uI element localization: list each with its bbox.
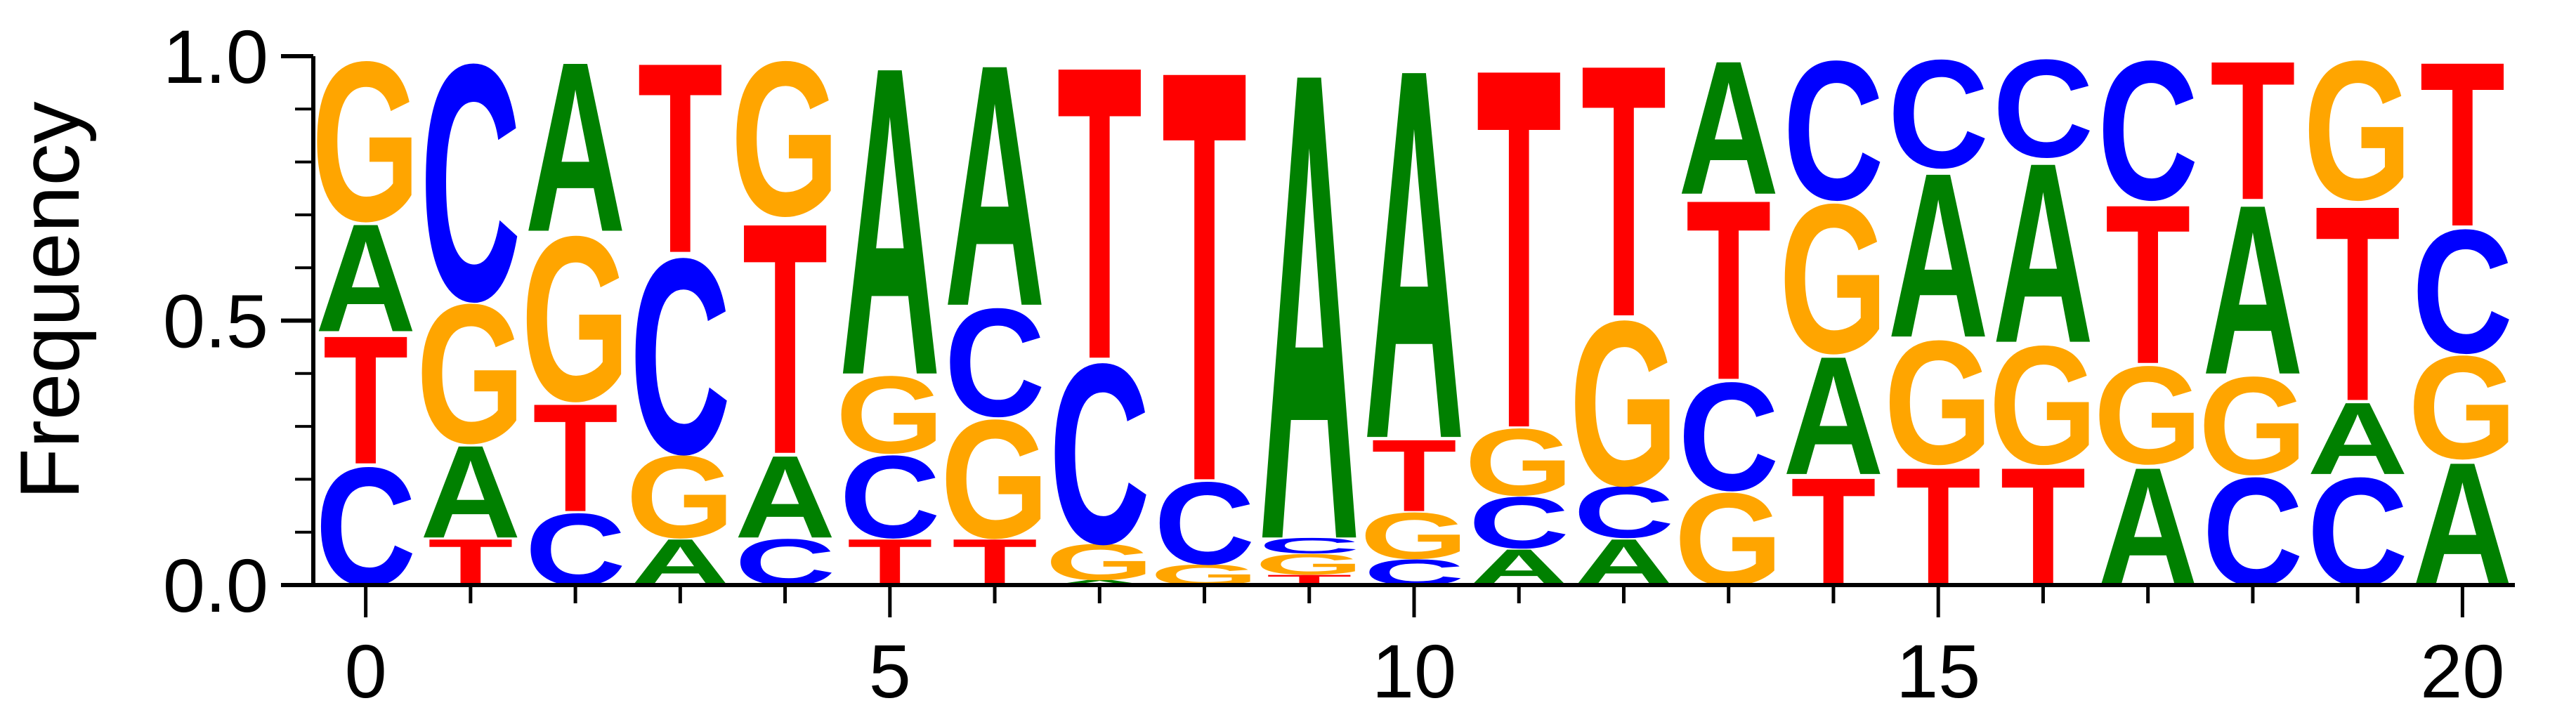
logo-letter-T-pos-3: T [638,6,724,310]
logo-letter-G-pos-16: G [1989,310,2098,499]
logo-letter-T-pos-12: T [1581,0,1667,392]
x-tick-label: 0 [345,629,387,714]
logo-letter-A-pos-10: A [1364,0,1465,549]
logo-letter-G-pos-20: G [2408,326,2517,490]
y-tick-label: 0.0 [163,543,268,628]
logo-letter-C-pos-9: C [1259,534,1360,558]
logo-letter-T-pos-20: T [2420,13,2506,275]
x-tick-label: 15 [1896,629,1980,714]
logo-letter-A-pos-6: A [944,0,1045,379]
logo-letter-T-pos-4: T [743,154,828,523]
logo-letter-C-pos-14: C [1783,20,1884,242]
logo-letter-G-pos-9: G [1255,548,1364,581]
logo-letter-G-pos-15: G [1884,304,1993,501]
logo-letter-A-pos-14: A [1783,321,1884,510]
logo-letter-G-pos-19: G [2303,20,2412,242]
logo-letter-G-pos-17: G [2093,338,2202,494]
logo-letter-G-pos-1: G [416,263,525,485]
logo-letter-T-pos-19: T [2315,147,2400,459]
logo-letter-A-pos-0: A [315,192,417,364]
y-axis-ticks: 0.0 0.5 1.0 [163,14,313,628]
x-axis-ticks: 0 5 10 15 20 [345,585,2504,714]
logo-letter-G-pos-6: G [941,384,1050,573]
logo-letter-G-pos-2: G [521,188,630,450]
logo-letter-A-pos-16: A [1993,110,2094,397]
logo-letter-G-pos-5: G [835,353,944,476]
x-tick-label: 20 [2420,629,2504,714]
logo-letter-C-pos-6: C [944,277,1045,449]
logo-letter-G-pos-7: G [1045,533,1154,591]
logo-letter-T-pos-8: T [1162,0,1248,604]
logo-letter-A-pos-7: A [1049,578,1150,586]
logo-letter-C-pos-17: C [2098,20,2199,242]
logo-letter-C-pos-8: C [1154,458,1255,589]
y-tick-label: 1.0 [163,14,268,99]
logo-letter-A-pos-1: A [420,419,521,566]
x-tick-label: 5 [869,629,911,714]
logo-letter-T-pos-0: T [323,298,409,503]
axes: 0.0 0.5 1.0 0 5 10 15 20 [163,14,2515,714]
logo-letter-T-pos-11: T [1476,0,1562,536]
logo-letter-A-pos-15: A [1888,125,1989,387]
logo-letter-C-pos-15: C [1888,28,1989,200]
logo-letter-C-pos-5: C [839,431,941,563]
logo-letter-T-pos-7: T [1057,0,1143,447]
logo-letter-C-pos-1: C [420,0,521,372]
logo-letter-C-pos-12: C [1574,471,1675,553]
logo-letter-T-pos-10: T [1371,419,1457,533]
logo-letter-G-pos-11: G [1465,409,1574,516]
logo-letter-G-pos-18: G [2199,348,2308,504]
logo-letter-T-pos-17: T [2105,157,2191,412]
logo-letter-G-pos-12: G [1569,273,1678,534]
logo-letter-A-pos-9: A [1259,0,1360,679]
logo-letter-G-pos-3: G [626,431,735,563]
x-tick-label: 10 [1372,629,1456,714]
logo-letter-T-pos-13: T [1686,147,1772,434]
logo-letter-A-pos-2: A [525,11,626,282]
logo-letter-C-pos-20: C [2412,192,2513,389]
logo-letter-A-pos-4: A [735,431,836,563]
logo-letter-C-pos-13: C [1678,350,1779,523]
logo-letter-G-pos-10: G [1360,499,1469,572]
y-axis-title: Frequency [3,102,97,500]
logo-letter-T-pos-18: T [2210,20,2296,242]
logo-letter-A-pos-13: A [1678,21,1779,235]
logo-letter-A-pos-19: A [2307,381,2408,496]
logo-letter-A-pos-5: A [839,0,941,467]
logo-letter-G-pos-14: G [1779,161,1888,398]
logo-letter-G-pos-0: G [311,15,420,270]
logo-letter-G-pos-4: G [731,15,839,262]
logo-letter-C-pos-16: C [1993,31,2094,187]
logo-letter-C-pos-11: C [1468,482,1569,564]
logo-letter-C-pos-7: C [1049,310,1150,598]
y-tick-label: 0.5 [163,279,268,364]
logo-letter-C-pos-3: C [629,199,731,512]
logo-letter-T-pos-2: T [532,372,618,544]
logo-letter-A-pos-18: A [2202,154,2303,425]
